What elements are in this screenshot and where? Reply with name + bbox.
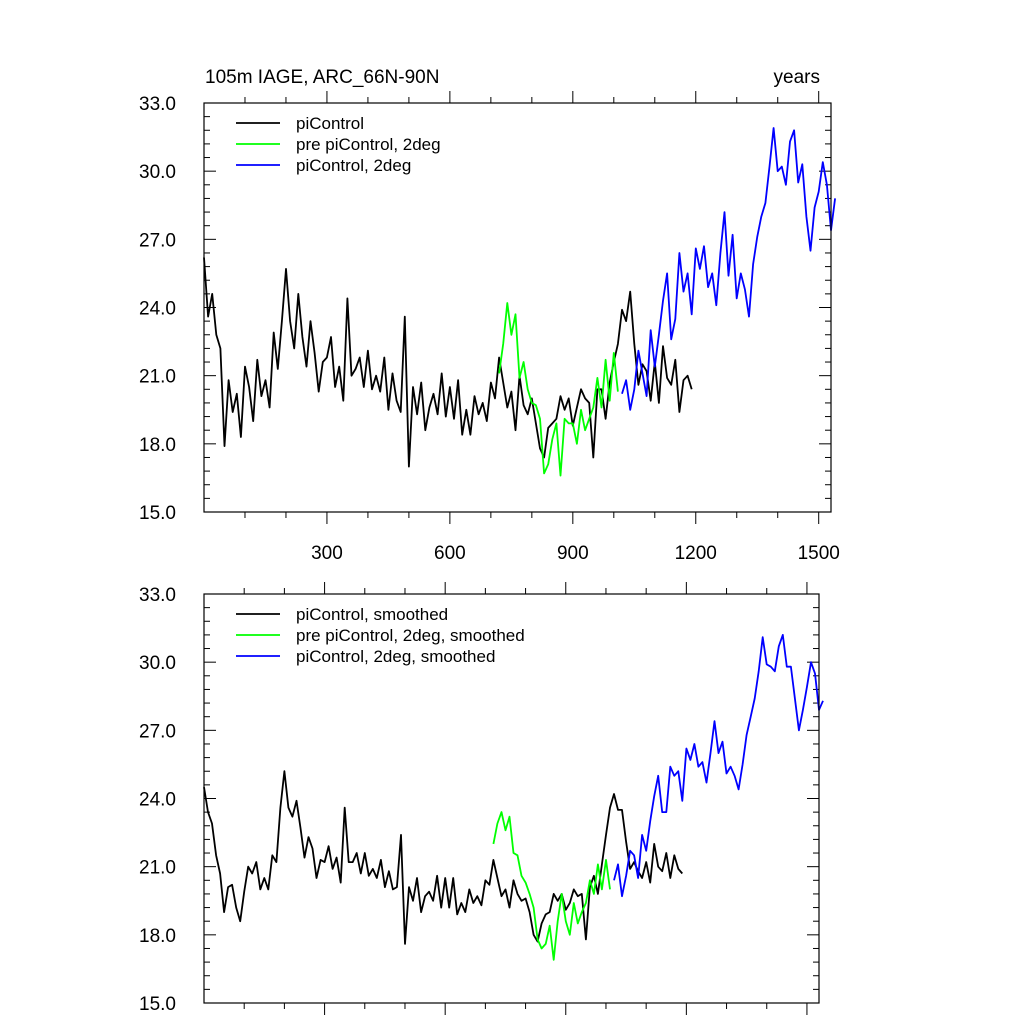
series-line-2 xyxy=(621,127,836,411)
series-line-0 xyxy=(203,770,683,945)
y-tick-label: 30.0 xyxy=(139,653,176,674)
top-y-tick-labels: 15.0 18.0 21.0 24.0 27.0 30.0 33.0 xyxy=(139,94,176,524)
chart-units-label: years xyxy=(774,67,820,88)
top-plot-frame xyxy=(203,102,832,513)
y-tick-label: 21.0 xyxy=(139,367,176,388)
bottom-series-lines xyxy=(203,634,824,961)
legend-label-1: pre piControl, 2deg xyxy=(296,135,441,154)
series-line-1 xyxy=(498,302,619,477)
y-tick-label: 18.0 xyxy=(139,435,176,456)
x-tick-label: 1500 xyxy=(798,543,840,564)
y-tick-label: 15.0 xyxy=(139,994,176,1015)
y-tick-label: 15.0 xyxy=(139,503,176,524)
x-tick-label: 900 xyxy=(557,543,589,564)
bottom-y-tick-labels: 15.0 18.0 21.0 24.0 27.0 30.0 33.0 xyxy=(139,585,176,1015)
series-line-2 xyxy=(613,634,824,898)
top-chart-panel: 105m IAGE, ARC_66N-90N years 15.0 18.0 21.… xyxy=(139,67,840,564)
bottom-chart-panel: 15.0 18.0 21.0 24.0 27.0 30.0 33.0 piControl, … xyxy=(139,582,824,1015)
legend-label-0: piControl, smoothed xyxy=(296,605,448,624)
top-legend: piControl pre piControl, 2deg piControl, 2… xyxy=(236,114,441,175)
top-series-lines xyxy=(203,127,836,477)
x-tick-label: 300 xyxy=(311,543,343,564)
y-tick-label: 24.0 xyxy=(139,790,176,811)
series-line-1 xyxy=(492,811,611,961)
y-tick-label: 21.0 xyxy=(139,858,176,879)
legend-label-1: pre piControl, 2deg, smoothed xyxy=(296,626,525,645)
y-tick-label: 33.0 xyxy=(139,94,176,115)
series-line-0 xyxy=(203,257,693,468)
bottom-axis-ticks xyxy=(204,582,819,1015)
y-tick-label: 27.0 xyxy=(139,721,176,742)
y-tick-label: 24.0 xyxy=(139,299,176,320)
legend-label-2: piControl, 2deg xyxy=(296,156,411,175)
legend-label-0: piControl xyxy=(296,114,364,133)
x-tick-label: 600 xyxy=(434,543,466,564)
y-tick-label: 18.0 xyxy=(139,926,176,947)
y-tick-label: 33.0 xyxy=(139,585,176,606)
chart-title: 105m IAGE, ARC_66N-90N xyxy=(205,67,439,88)
y-tick-label: 27.0 xyxy=(139,230,176,251)
bottom-plot-frame xyxy=(203,593,820,1004)
y-tick-label: 30.0 xyxy=(139,162,176,183)
x-tick-label: 1200 xyxy=(675,543,717,564)
top-x-tick-labels: 300 600 900 1200 1500 xyxy=(311,543,840,564)
legend-label-2: piControl, 2deg, smoothed xyxy=(296,647,495,666)
bottom-legend: piControl, smoothed pre piControl, 2deg, … xyxy=(236,605,525,666)
